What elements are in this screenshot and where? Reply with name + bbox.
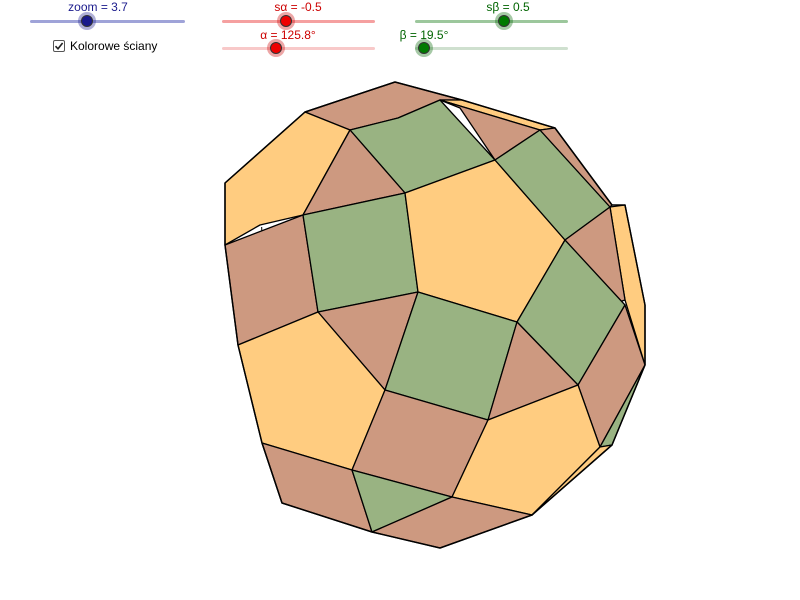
face-left-green: [302, 192, 419, 313]
s-alpha-track[interactable]: [222, 20, 375, 23]
colored-faces-checkbox[interactable]: [53, 40, 65, 52]
beta-label: β = 19.5°: [399, 28, 449, 42]
alpha-label: α = 125.8°: [260, 28, 316, 42]
alpha-knob[interactable]: [270, 42, 282, 54]
visible-faces: [224, 81, 646, 549]
colored-faces-label: Kolorowe ściany: [70, 39, 158, 53]
checkmark-icon: [54, 42, 64, 51]
zoom-label: zoom = 3.7: [68, 0, 128, 14]
alpha-track[interactable]: [222, 47, 375, 50]
polyhedron-outline: [224, 81, 646, 549]
s-alpha-knob[interactable]: [280, 15, 292, 27]
s-alpha-label: sα = -0.5: [274, 0, 322, 14]
s-beta-knob[interactable]: [498, 15, 510, 27]
beta-track[interactable]: [415, 47, 568, 50]
s-beta-label: sβ = 0.5: [486, 0, 530, 14]
zoom-knob[interactable]: [81, 15, 93, 27]
zoom-track[interactable]: [30, 20, 185, 23]
colored-faces-checkbox-row[interactable]: Kolorowe ściany: [53, 38, 157, 54]
beta-knob[interactable]: [418, 42, 430, 54]
s-beta-track[interactable]: [415, 20, 568, 23]
